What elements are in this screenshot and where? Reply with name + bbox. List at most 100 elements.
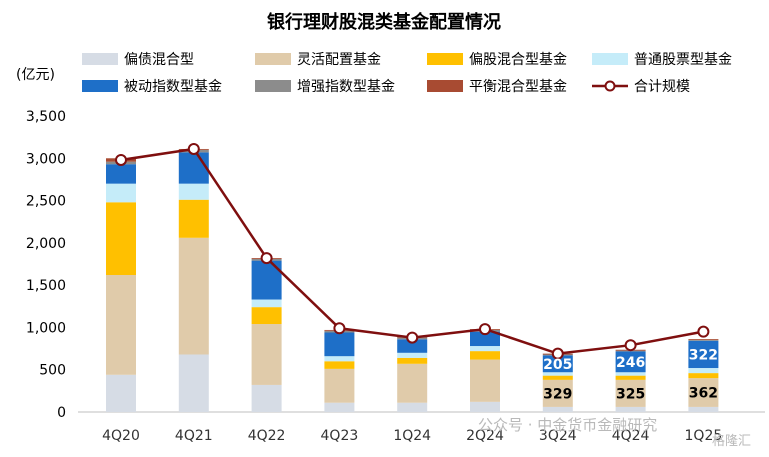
x-tick-label: 3Q24 [539, 428, 577, 444]
bar-segment [542, 355, 573, 373]
bar-segment [251, 324, 282, 385]
bar-segment [251, 384, 282, 412]
total-point [479, 323, 491, 336]
legend-label: 灵活配置基金 [297, 51, 381, 68]
bar-segment [688, 368, 719, 374]
bar-segment [106, 164, 136, 184]
legend-swatch [82, 80, 118, 92]
bars [106, 148, 719, 412]
x-tick-label: 1Q24 [393, 428, 431, 444]
watermark-brand: 格隆汇 [712, 434, 752, 449]
legend-label: 合计规模 [634, 79, 690, 95]
data-label: 362 [689, 386, 718, 402]
data-label: 322 [689, 347, 718, 363]
x-tick-label: 4Q23 [321, 428, 359, 444]
y-tick-label: 0 [57, 405, 66, 421]
bar-segment [688, 406, 719, 412]
legend-label: 偏股混合型基金 [469, 51, 567, 68]
legend-swatch [592, 53, 628, 65]
y-tick-label: 500 [39, 363, 66, 379]
x-tick-label: 2Q24 [466, 428, 504, 444]
bar-segment [324, 368, 355, 403]
watermark-text: 公众号 · 中金货币金融研究 [478, 416, 658, 434]
legend-line-marker [604, 80, 616, 92]
x-tick-label: 4Q22 [248, 428, 286, 444]
axes: 0 500 1,000 1,500 2,000 2,500 3,000 3,500 4Q20 4Q… [26, 109, 765, 444]
y-tick-label: 2,000 [26, 236, 66, 252]
bar-segment [106, 202, 136, 275]
bar-segment [106, 374, 136, 412]
total-point [333, 322, 346, 335]
bar-segment [542, 372, 573, 376]
bar-segment [251, 299, 282, 308]
bar-segment [178, 354, 209, 412]
bar-segment [470, 331, 500, 347]
bar-segment [397, 402, 428, 412]
data-label: 246 [616, 355, 645, 371]
y-tick-label: 3,500 [26, 109, 66, 125]
x-tick-label: 4Q24 [612, 428, 650, 444]
bar-segment [615, 372, 646, 376]
bar-segment [688, 373, 719, 379]
total-point [260, 252, 273, 265]
bar-segment [688, 339, 719, 340]
legend-label: 被动指数型基金 [124, 78, 222, 95]
y-tick-label: 1,000 [26, 320, 66, 336]
bar-segment [470, 359, 500, 402]
bar-segment [397, 363, 428, 403]
bar-segment [542, 379, 573, 407]
bar-segment [688, 340, 719, 369]
bar-segment [106, 183, 136, 203]
total-point [115, 153, 127, 166]
bar-segment [688, 378, 719, 407]
y-tick-label: 3,000 [26, 151, 66, 167]
bar-segment [615, 379, 646, 407]
bar-segment [615, 375, 646, 380]
y-tick-label: 1,500 [26, 278, 66, 294]
bar-segment [324, 356, 355, 362]
bar-segment [251, 307, 282, 325]
bar-segment [324, 361, 355, 369]
bar-segment [397, 339, 428, 353]
bar-segment [251, 260, 282, 300]
total-point [187, 142, 200, 155]
bar-segment [178, 183, 209, 200]
bar-segment [106, 274, 136, 375]
total-point [406, 331, 419, 344]
bar-segment [688, 339, 719, 341]
bar-segment [470, 401, 500, 412]
legend-label: 增强指数型基金 [297, 78, 395, 95]
bar-segment [178, 152, 209, 184]
total-line [115, 142, 710, 360]
data-label: 325 [616, 386, 645, 402]
bar-segment [542, 375, 573, 380]
legend-label: 偏债混合型 [124, 52, 194, 68]
bar-segment [615, 406, 646, 412]
legend-swatch [82, 53, 118, 65]
bar-segment [615, 351, 646, 373]
total-point [624, 339, 637, 352]
chart-title: 银行理财股混类基金配置情况 [267, 11, 501, 33]
total-point [551, 347, 564, 360]
bar-segment [542, 406, 573, 412]
x-tick-label: 4Q21 [175, 428, 213, 444]
total-point [697, 325, 710, 338]
legend-swatch [255, 53, 291, 65]
x-tick-label: 4Q20 [102, 428, 140, 444]
bar-segment [178, 237, 209, 355]
x-tick-label: 1Q25 [685, 428, 723, 444]
bar-segment [324, 332, 355, 357]
bar-segment [397, 352, 428, 358]
legend-swatch [427, 53, 463, 65]
y-axis-label: (亿元) [16, 67, 55, 83]
data-label: 205 [543, 357, 572, 373]
y-tick-label: 2,500 [26, 194, 66, 210]
legend-swatch [255, 80, 291, 92]
bar-segment [397, 357, 428, 364]
legend-swatch [427, 80, 463, 92]
legend-label: 平衡混合型基金 [469, 78, 567, 95]
bar-segment [324, 402, 355, 412]
bar-segment [470, 346, 500, 352]
